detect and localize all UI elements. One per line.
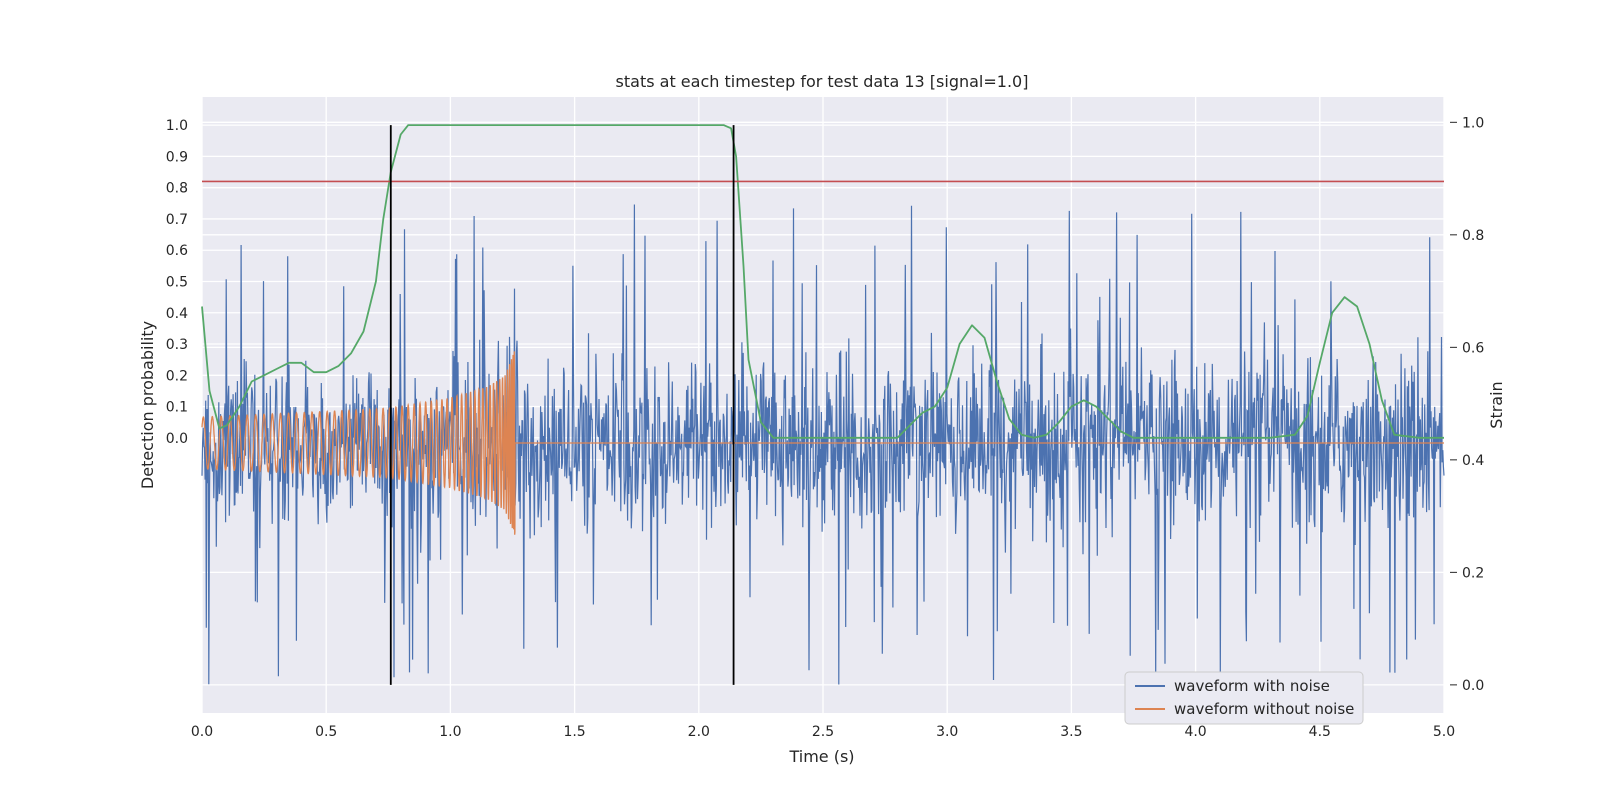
x-tick-label: 2.5	[812, 724, 834, 740]
y2-tick-label: 0.0	[1462, 678, 1484, 694]
y-tick-label: 0.2	[166, 368, 188, 384]
x-tick-label: 4.5	[1309, 724, 1331, 740]
series-line-detection-probability	[201, 124, 1444, 439]
plot-area	[201, 124, 1445, 685]
x-tick-label: 5.0	[1433, 724, 1455, 740]
x-tick-label: 3.0	[936, 724, 958, 740]
y-tick-label: 0.6	[166, 243, 188, 259]
axes: 0.0 0.5 1.0 1.5 2.0 2.5 3.0 3.5 4.0 4.5 5.0 0.0 0.1 0…	[166, 115, 1485, 740]
y2-axis-label: Strain	[1487, 381, 1506, 428]
series-line-waveform-without-noise	[201, 351, 1444, 535]
legend: waveform with noise waveform without noi…	[1124, 671, 1364, 725]
y-tick-label: 0.9	[166, 149, 188, 165]
y2-tick-label: 0.6	[1462, 340, 1484, 356]
x-axis-label: Time (s)	[788, 747, 854, 766]
y2-tick-label: 0.4	[1462, 453, 1484, 469]
legend-label-clean: waveform without noise	[1174, 700, 1354, 718]
y-tick-label: 0.3	[166, 337, 188, 353]
y-tick-label: 1.0	[166, 118, 188, 134]
series-line-waveform-with-noise	[201, 204, 1445, 685]
y-tick-label: 0.0	[166, 431, 188, 447]
y-tick-label: 0.1	[166, 400, 188, 416]
x-tick-label: 1.5	[563, 724, 585, 740]
y-tick-label: 0.7	[166, 212, 188, 228]
y-tick-label: 0.5	[166, 274, 188, 290]
x-tick-label: 0.0	[191, 724, 213, 740]
y-axis-label: Detection probability	[138, 321, 157, 489]
x-tick-label: 0.5	[315, 724, 337, 740]
legend-label-noise: waveform with noise	[1174, 677, 1330, 695]
x-tick-label: 1.0	[439, 724, 461, 740]
y2-tick-label: 0.2	[1462, 565, 1484, 581]
y-tick-label: 0.8	[166, 181, 188, 197]
x-tick-label: 3.5	[1060, 724, 1082, 740]
y2-tick-label: 0.8	[1462, 228, 1484, 244]
legend-box	[1124, 671, 1364, 725]
grid	[201, 97, 1445, 713]
chart-title: stats at each timestep for test data 13 …	[616, 72, 1029, 91]
x-tick-label: 4.0	[1184, 724, 1206, 740]
y-tick-label: 0.4	[166, 306, 188, 322]
x-tick-label: 2.0	[688, 724, 710, 740]
y2-tick-label: 1.0	[1462, 115, 1484, 131]
